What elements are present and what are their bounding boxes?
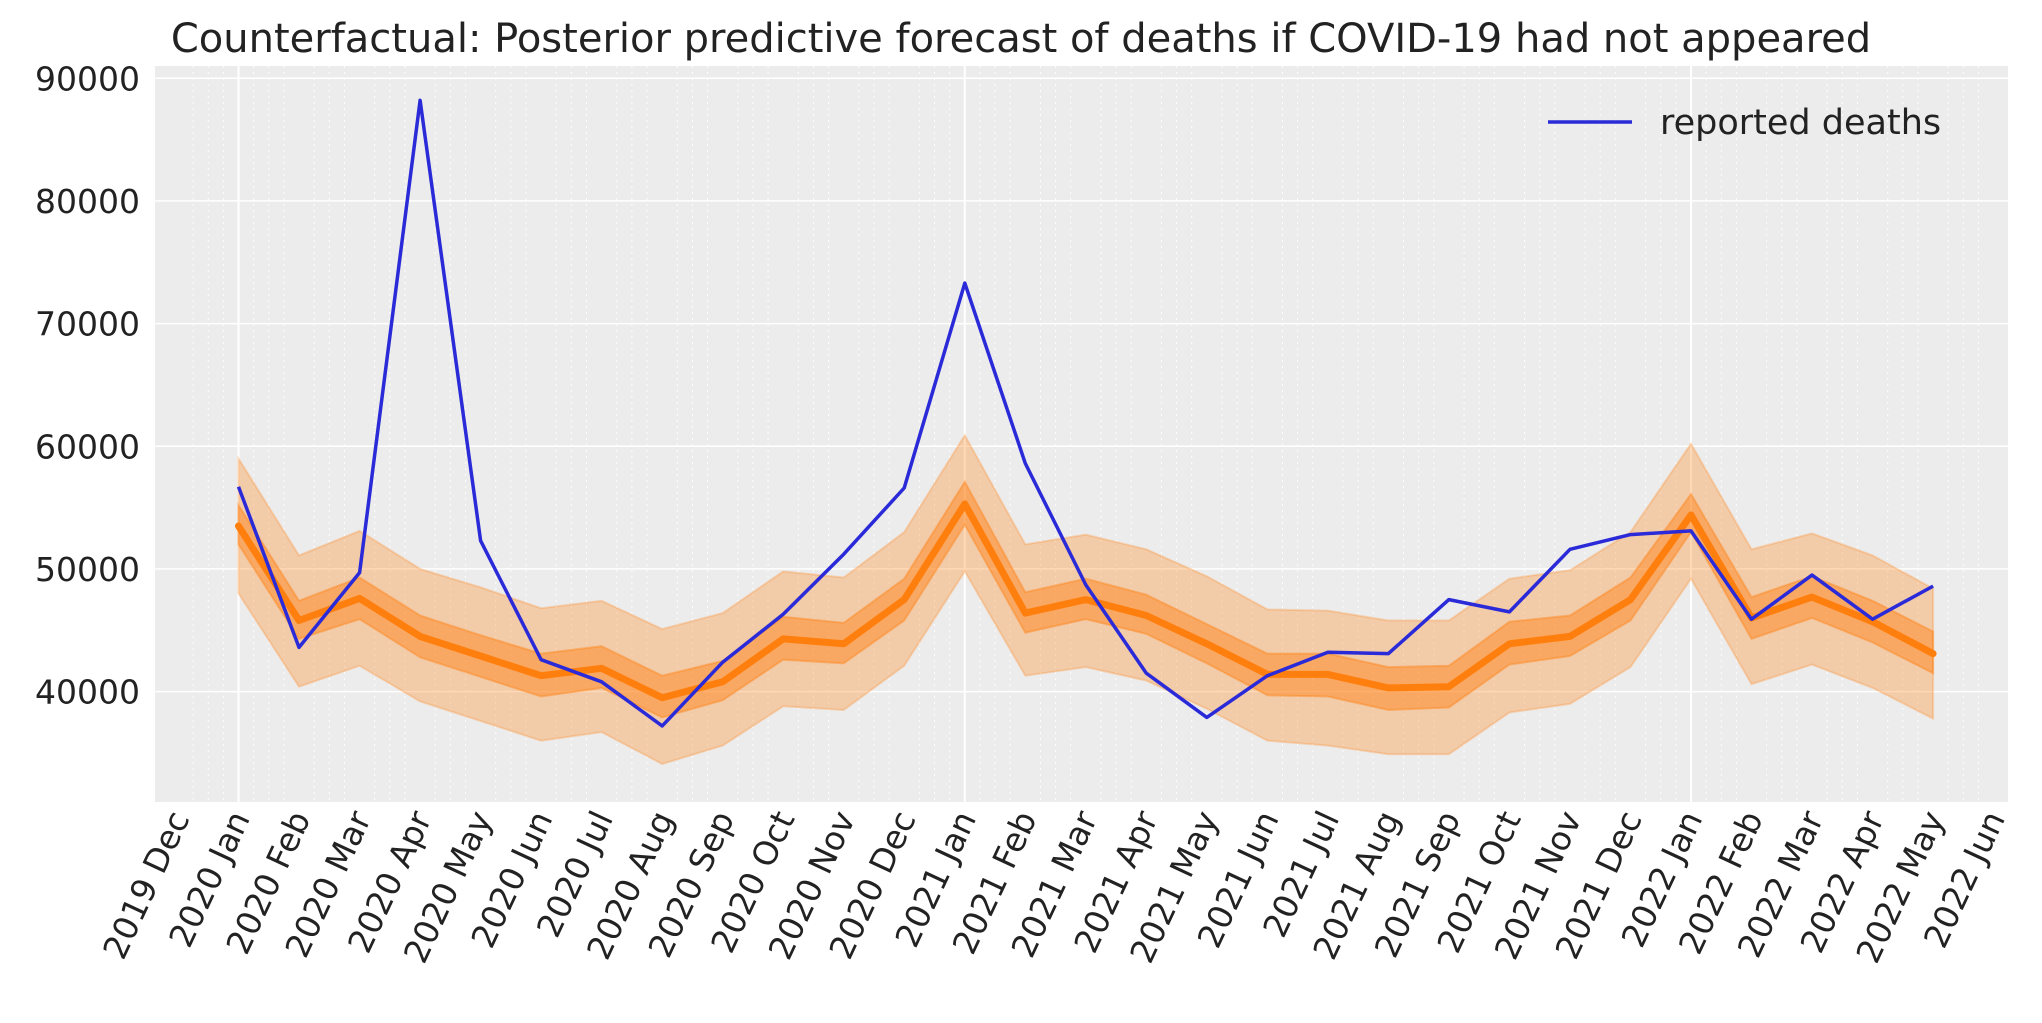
chart-title: Counterfactual: Posterior predictive for… bbox=[171, 16, 1871, 62]
y-tick-label: 70000 bbox=[35, 305, 140, 344]
forecast-median-line bbox=[235, 500, 1937, 702]
legend: reported deaths bbox=[1548, 103, 1941, 143]
legend-label-reported-deaths: reported deaths bbox=[1660, 103, 1941, 143]
y-tick-label: 40000 bbox=[35, 673, 140, 712]
series-line-reported-deaths bbox=[236, 98, 1934, 728]
y-tick-label: 50000 bbox=[35, 550, 140, 589]
y-tick-label: 80000 bbox=[35, 182, 140, 221]
plot-background bbox=[155, 66, 2008, 802]
y-tick-label: 60000 bbox=[35, 427, 140, 466]
y-tick-label: 90000 bbox=[35, 59, 140, 98]
